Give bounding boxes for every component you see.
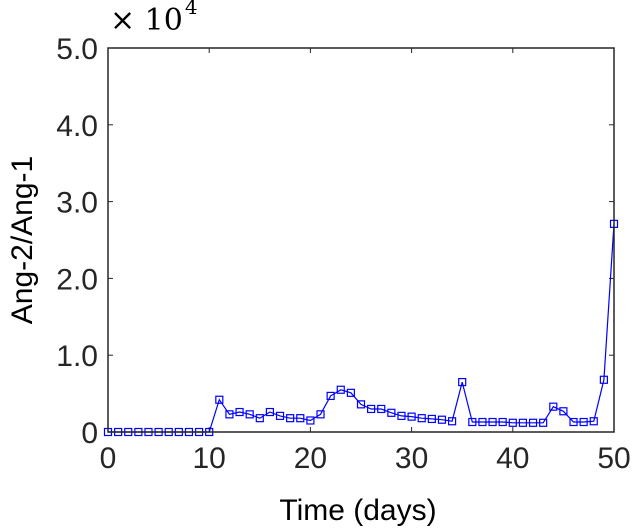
multiplier-base: × 10 xyxy=(110,3,183,38)
x-axis-label: Time (days) xyxy=(279,494,436,527)
square-marker xyxy=(286,414,295,423)
square-marker xyxy=(265,407,275,417)
square-marker xyxy=(549,402,558,411)
y-axis-label: Ang-2/Ang-1 xyxy=(6,156,39,324)
square-marker xyxy=(458,377,467,387)
square-marker xyxy=(559,407,568,416)
square-marker xyxy=(397,411,406,420)
y-tick-label: 0 xyxy=(81,417,98,450)
square-marker xyxy=(235,407,244,417)
square-marker xyxy=(569,417,578,427)
square-marker xyxy=(326,391,335,401)
y-tick-label: 1.0 xyxy=(56,340,98,373)
data-series xyxy=(103,219,619,437)
square-marker xyxy=(407,412,416,421)
square-marker xyxy=(215,395,224,404)
plot-area-border xyxy=(107,47,615,433)
square-marker xyxy=(427,414,436,424)
square-marker xyxy=(316,410,325,419)
multiplier-exponent: 4 xyxy=(185,0,198,19)
x-tick-label: 50 xyxy=(597,442,630,475)
y-axis-multiplier: × 10 4 xyxy=(110,0,198,38)
square-marker xyxy=(245,410,254,419)
square-marker xyxy=(539,418,548,427)
x-axis-ticks: 0 10 20 30 40 50 xyxy=(100,48,631,475)
square-marker xyxy=(225,410,234,419)
square-marker xyxy=(508,418,517,427)
square-marker xyxy=(528,418,538,427)
square-marker xyxy=(599,375,608,384)
x-tick-label: 20 xyxy=(294,442,327,475)
square-marker xyxy=(589,417,598,426)
square-marker xyxy=(255,414,264,423)
square-marker xyxy=(447,417,457,426)
square-marker xyxy=(488,417,497,427)
y-tick-label: 2.0 xyxy=(56,263,98,296)
square-marker xyxy=(275,411,285,420)
square-marker xyxy=(417,414,426,423)
square-marker xyxy=(518,418,528,427)
square-marker xyxy=(498,417,507,427)
square-marker xyxy=(387,408,396,417)
x-tick-label: 30 xyxy=(395,442,428,475)
square-marker xyxy=(356,400,366,409)
square-marker xyxy=(579,417,588,427)
x-tick-label: 10 xyxy=(193,442,226,475)
square-marker xyxy=(336,385,345,394)
square-marker xyxy=(346,388,355,397)
x-tick-label: 0 xyxy=(100,442,117,475)
y-tick-label: 4.0 xyxy=(56,110,98,143)
y-tick-label: 3.0 xyxy=(56,187,98,220)
x-tick-label: 40 xyxy=(496,442,529,475)
y-tick-label: 5.0 xyxy=(56,33,98,66)
square-marker xyxy=(306,416,315,425)
square-marker xyxy=(367,404,376,414)
square-marker xyxy=(478,417,487,427)
square-marker xyxy=(296,414,305,423)
square-marker xyxy=(468,417,477,427)
square-marker xyxy=(377,404,386,414)
y-axis-ticks: 0 1.0 2.0 3.0 4.0 5.0 xyxy=(56,33,614,450)
square-marker xyxy=(437,415,447,424)
